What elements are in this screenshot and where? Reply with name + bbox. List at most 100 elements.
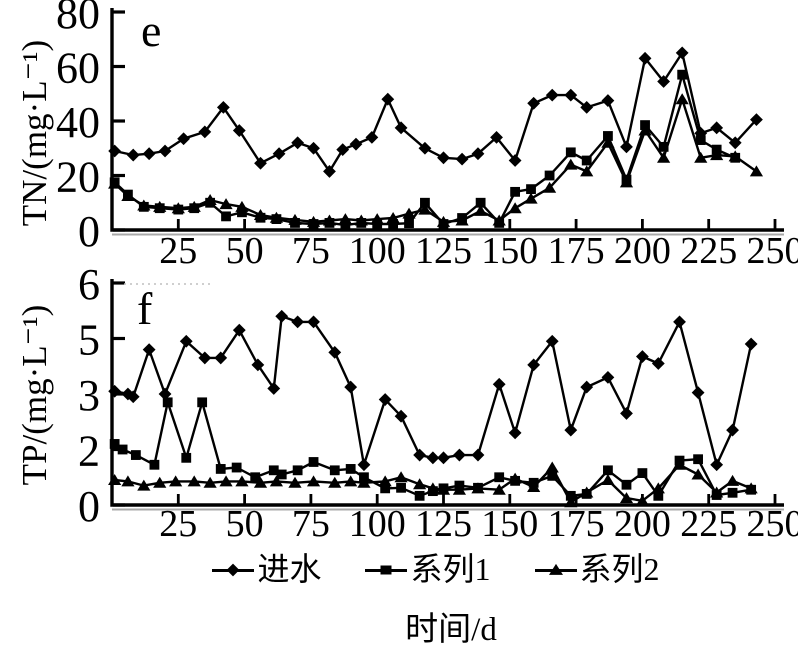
tp-marker-triangle <box>436 483 451 495</box>
tp-marker-diamond <box>108 384 122 398</box>
tn-marker-triangle <box>402 207 416 219</box>
tp-y-tick-label: 0 <box>78 482 100 531</box>
tn-marker-triangle <box>306 215 321 227</box>
tp-y-tick-label: 5 <box>78 316 100 365</box>
tn-marker-triangle <box>601 136 615 148</box>
tp-x-tick-label: 75 <box>292 503 330 545</box>
tp-marker-triangle <box>492 483 506 495</box>
tn-marker-triangle <box>418 203 432 215</box>
tp-marker-triangle <box>710 486 724 498</box>
tp-marker-diamond <box>179 334 193 348</box>
tp-marker-triangle <box>137 479 151 491</box>
tn-marker-triangle <box>338 213 352 225</box>
tp-x-tick-label: 175 <box>548 503 605 545</box>
tp-marker-triangle <box>691 468 705 480</box>
tp-marker-triangle <box>306 475 321 487</box>
tp-x-tick-label: 25 <box>159 503 197 545</box>
tp-marker-triangle <box>744 482 758 494</box>
tn-marker-triangle <box>288 213 302 225</box>
tn-x-tick-label: 225 <box>680 230 737 272</box>
legend-label: 系列2 <box>579 551 660 587</box>
tn-marker-square <box>340 220 351 230</box>
tn-x-tick-label: 75 <box>292 230 330 272</box>
tp-marker-triangle <box>651 482 665 494</box>
tn-marker-square <box>404 218 414 229</box>
tn-marker-diamond <box>158 144 172 158</box>
tn-marker-diamond <box>580 100 594 114</box>
tn-marker-diamond <box>232 124 246 137</box>
tp-marker-triangle <box>426 482 440 494</box>
triangle-glyph <box>548 563 563 575</box>
tn-marker-diamond <box>508 154 522 167</box>
tn-marker-diamond <box>254 156 267 170</box>
tn-marker-diamond <box>418 141 432 155</box>
tp-marker-square <box>494 472 505 483</box>
tn-marker-triangle <box>370 213 384 225</box>
tp-marker-diamond <box>307 315 320 329</box>
tp-marker-triangle <box>527 480 541 492</box>
tn-marker-diamond <box>545 88 559 102</box>
tp-x-tick-label: 250 <box>747 503 798 545</box>
tp-marker-diamond <box>251 358 265 372</box>
tn-y-tick-label: 20 <box>56 153 100 202</box>
tn-marker-triangle <box>619 176 634 188</box>
tn-marker-triangle <box>108 177 122 189</box>
tp-marker-triangle <box>169 475 183 487</box>
tp-marker-square <box>130 450 141 460</box>
tn-marker-square <box>237 207 247 218</box>
tp-marker-square <box>329 465 340 476</box>
legend-item-diamond: 进水 <box>212 551 321 587</box>
tn-x-tick-label: 25 <box>159 230 197 272</box>
tp-marker-square <box>308 457 319 467</box>
tn-marker-diamond <box>108 144 122 158</box>
tn-marker-diamond <box>291 136 305 150</box>
tn-marker-triangle <box>187 200 201 212</box>
tp-marker-triangle <box>672 458 687 470</box>
tn-x-tick-label: 200 <box>614 230 671 272</box>
tn-marker-triangle <box>354 214 368 226</box>
tp-marker-triangle <box>187 475 201 487</box>
tp-marker-square <box>250 472 261 483</box>
tn-marker-triangle <box>492 214 506 226</box>
tn-marker-diamond <box>620 140 633 154</box>
tn-marker-triangle <box>710 149 724 161</box>
tp-marker-diamond <box>636 350 649 363</box>
legend: 进水 系列1 系列2 <box>0 551 798 587</box>
tn-marker-diamond <box>323 165 336 178</box>
tp-marker-square <box>621 479 632 490</box>
tp-marker-triangle <box>235 475 249 487</box>
tn-marker-triangle <box>657 151 671 163</box>
legend-item-triangle: 系列2 <box>534 551 660 587</box>
tn-marker-triangle <box>171 202 185 214</box>
tn-marker-triangle <box>121 189 135 201</box>
tn-marker-triangle <box>728 150 742 162</box>
tn-marker-square <box>526 184 536 195</box>
tn-marker-triangle <box>638 124 652 136</box>
tp-marker-diamond <box>620 407 633 420</box>
tn-marker-diamond <box>638 51 652 65</box>
tn-marker-triangle <box>322 214 337 226</box>
tp-x-tick-label: 50 <box>226 503 264 545</box>
tp-x-tick-label: 125 <box>415 503 472 545</box>
tp-marker-triangle <box>601 474 615 486</box>
tp-marker-triangle <box>153 476 167 488</box>
tp-marker-diamond <box>471 448 485 462</box>
tn-marker-triangle <box>455 214 469 226</box>
tn-y-tick-label: 40 <box>56 98 100 147</box>
tn-marker-square <box>603 131 613 141</box>
tp-x-tick-label: 150 <box>481 503 538 545</box>
tp-marker-diamond <box>267 382 281 395</box>
tn-marker-triangle <box>269 211 284 223</box>
tp-marker-square <box>268 465 279 476</box>
tp-marker-triangle <box>452 483 467 495</box>
tn-marker-triangle <box>524 192 538 204</box>
tp-marker-square <box>547 470 558 481</box>
tn-y-tick-label: 0 <box>78 207 100 256</box>
tn-marker-diamond <box>394 121 408 135</box>
tp-marker-diamond <box>545 334 559 348</box>
tp-marker-diamond <box>453 448 466 462</box>
tp-marker-diamond <box>158 387 172 401</box>
tn-marker-triangle <box>749 165 764 177</box>
tp-marker-diamond <box>492 377 506 391</box>
tn-marker-triangle <box>235 200 249 212</box>
